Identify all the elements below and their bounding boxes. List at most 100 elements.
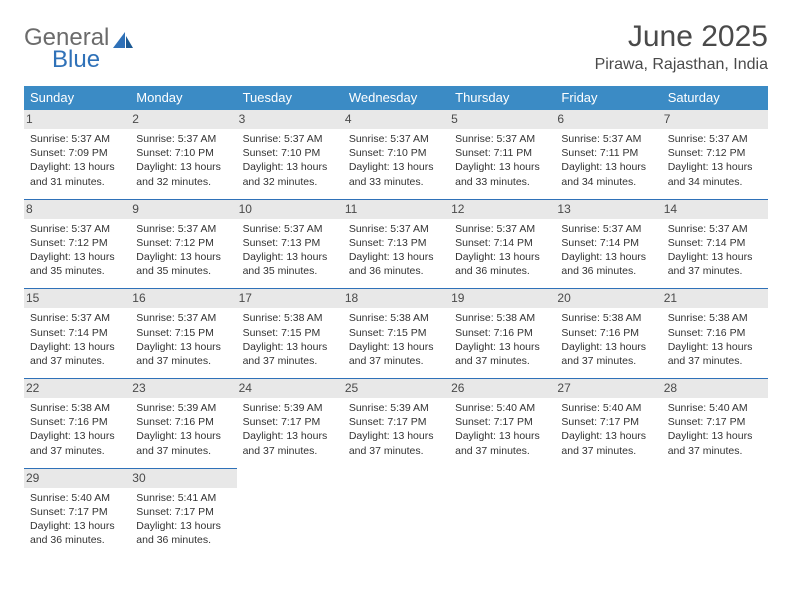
- day-info: Sunrise: 5:39 AMSunset: 7:16 PMDaylight:…: [136, 401, 230, 458]
- day-20: 20 Sunrise: 5:38 AMSunset: 7:16 PMDayligh…: [555, 289, 661, 379]
- location: Pirawa, Rajasthan, India: [595, 56, 768, 74]
- day-info: Sunrise: 5:38 AMSunset: 7:16 PMDaylight:…: [561, 311, 655, 368]
- day-2: 2 Sunrise: 5:37 AMSunset: 7:10 PMDaylight…: [130, 110, 236, 199]
- day-info: Sunrise: 5:39 AMSunset: 7:17 PMDaylight:…: [243, 401, 337, 458]
- dow-tuesday: Tuesday: [237, 86, 343, 110]
- day-info: Sunrise: 5:37 AMSunset: 7:14 PMDaylight:…: [561, 222, 655, 279]
- day-number: 12: [449, 200, 555, 219]
- day-info: Sunrise: 5:37 AMSunset: 7:14 PMDaylight:…: [30, 311, 124, 368]
- day-4: 4 Sunrise: 5:37 AMSunset: 7:10 PMDaylight…: [343, 110, 449, 199]
- title-block: June 2025 Pirawa, Rajasthan, India: [595, 20, 768, 82]
- day-info: Sunrise: 5:38 AMSunset: 7:16 PMDaylight:…: [30, 401, 124, 458]
- day-info: Sunrise: 5:37 AMSunset: 7:12 PMDaylight:…: [668, 132, 762, 189]
- day-17: 17Sunrise: 5:38 AMSunset: 7:15 PMDayligh…: [237, 289, 343, 379]
- day-28: 28 Sunrise: 5:40 AMSunset: 7:17 PMDayligh…: [662, 379, 768, 469]
- day-number: 30: [130, 469, 236, 488]
- day-number: 3: [237, 110, 343, 129]
- day-info: Sunrise: 5:37 AMSunset: 7:15 PMDaylight:…: [136, 311, 230, 368]
- day-info: Sunrise: 5:37 AMSunset: 7:11 PMDaylight:…: [561, 132, 655, 189]
- day-25: 25 Sunrise: 5:39 AMSunset: 7:17 PMDayligh…: [343, 379, 449, 469]
- day-29: 29 Sunrise: 5:40 AMSunset: 7:17 PMDayligh…: [24, 468, 130, 557]
- empty-cell: [449, 468, 555, 557]
- day-info: Sunrise: 5:37 AMSunset: 7:12 PMDaylight:…: [30, 222, 124, 279]
- day-number: 24: [237, 379, 343, 398]
- header: GeneralBlue June 2025 Pirawa, Rajasthan,…: [24, 20, 768, 82]
- logo-text-blue: Blue: [52, 48, 135, 72]
- day-number: 7: [662, 110, 768, 129]
- day-16: 16 Sunrise: 5:37 AMSunset: 7:15 PMDayligh…: [130, 289, 236, 379]
- day-11: 11 Sunrise: 5:37 AMSunset: 7:13 PMDayligh…: [343, 199, 449, 289]
- day-number: 2: [130, 110, 236, 129]
- day-number: 21: [662, 289, 768, 308]
- day-info: Sunrise: 5:38 AMSunset: 7:15 PMDaylight:…: [349, 311, 443, 368]
- day-number: 13: [555, 200, 661, 219]
- day-info: Sunrise: 5:40 AMSunset: 7:17 PMDaylight:…: [455, 401, 549, 458]
- dow-row: SundayMondayTuesdayWednesdayThursdayFrid…: [24, 86, 768, 110]
- day-info: Sunrise: 5:37 AMSunset: 7:09 PMDaylight:…: [30, 132, 124, 189]
- day-info: Sunrise: 5:39 AMSunset: 7:17 PMDaylight:…: [349, 401, 443, 458]
- empty-cell: [343, 468, 449, 557]
- week-row: 15 Sunrise: 5:37 AMSunset: 7:14 PMDayligh…: [24, 289, 768, 379]
- day-1: 1 Sunrise: 5:37 AMSunset: 7:09 PMDaylight…: [24, 110, 130, 199]
- empty-cell: [555, 468, 661, 557]
- day-number: 19: [449, 289, 555, 308]
- day-number: 14: [662, 200, 768, 219]
- day-number: 22: [24, 379, 130, 398]
- day-info: Sunrise: 5:37 AMSunset: 7:13 PMDaylight:…: [243, 222, 337, 279]
- day-9: 9Sunrise: 5:37 AMSunset: 7:12 PMDaylight…: [130, 199, 236, 289]
- day-3: 3Sunrise: 5:37 AMSunset: 7:10 PMDaylight…: [237, 110, 343, 199]
- day-15: 15 Sunrise: 5:37 AMSunset: 7:14 PMDayligh…: [24, 289, 130, 379]
- day-22: 22 Sunrise: 5:38 AMSunset: 7:16 PMDayligh…: [24, 379, 130, 469]
- day-info: Sunrise: 5:38 AMSunset: 7:16 PMDaylight:…: [668, 311, 762, 368]
- day-number: 27: [555, 379, 661, 398]
- day-info: Sunrise: 5:40 AMSunset: 7:17 PMDaylight:…: [668, 401, 762, 458]
- day-number: 11: [343, 200, 449, 219]
- empty-cell: [237, 468, 343, 557]
- day-number: 20: [555, 289, 661, 308]
- day-10: 10 Sunrise: 5:37 AMSunset: 7:13 PMDayligh…: [237, 199, 343, 289]
- day-number: 28: [662, 379, 768, 398]
- day-19: 19 Sunrise: 5:38 AMSunset: 7:16 PMDayligh…: [449, 289, 555, 379]
- month-title: June 2025: [595, 20, 768, 54]
- day-info: Sunrise: 5:37 AMSunset: 7:10 PMDaylight:…: [136, 132, 230, 189]
- day-info: Sunrise: 5:37 AMSunset: 7:12 PMDaylight:…: [136, 222, 230, 279]
- dow-wednesday: Wednesday: [343, 86, 449, 110]
- day-info: Sunrise: 5:37 AMSunset: 7:14 PMDaylight:…: [668, 222, 762, 279]
- day-7: 7 Sunrise: 5:37 AMSunset: 7:12 PMDaylight…: [662, 110, 768, 199]
- day-info: Sunrise: 5:38 AMSunset: 7:16 PMDaylight:…: [455, 311, 549, 368]
- day-number: 25: [343, 379, 449, 398]
- day-number: 17: [237, 289, 343, 308]
- calendar-table: SundayMondayTuesdayWednesdayThursdayFrid…: [24, 86, 768, 557]
- dow-friday: Friday: [555, 86, 661, 110]
- day-number: 5: [449, 110, 555, 129]
- empty-cell: [662, 468, 768, 557]
- day-number: 26: [449, 379, 555, 398]
- day-info: Sunrise: 5:37 AMSunset: 7:13 PMDaylight:…: [349, 222, 443, 279]
- day-number: 8: [24, 200, 130, 219]
- day-number: 15: [24, 289, 130, 308]
- day-number: 6: [555, 110, 661, 129]
- day-8: 8 Sunrise: 5:37 AMSunset: 7:12 PMDaylight…: [24, 199, 130, 289]
- day-12: 12Sunrise: 5:37 AMSunset: 7:14 PMDayligh…: [449, 199, 555, 289]
- day-21: 21 Sunrise: 5:38 AMSunset: 7:16 PMDayligh…: [662, 289, 768, 379]
- day-info: Sunrise: 5:37 AMSunset: 7:10 PMDaylight:…: [349, 132, 443, 189]
- day-info: Sunrise: 5:40 AMSunset: 7:17 PMDaylight:…: [561, 401, 655, 458]
- day-info: Sunrise: 5:41 AMSunset: 7:17 PMDaylight:…: [136, 491, 230, 548]
- sail-icon: [111, 30, 135, 50]
- week-row: 8 Sunrise: 5:37 AMSunset: 7:12 PMDaylight…: [24, 199, 768, 289]
- day-info: Sunrise: 5:37 AMSunset: 7:11 PMDaylight:…: [455, 132, 549, 189]
- day-number: 16: [130, 289, 236, 308]
- day-27: 27 Sunrise: 5:40 AMSunset: 7:17 PMDayligh…: [555, 379, 661, 469]
- day-13: 13 Sunrise: 5:37 AMSunset: 7:14 PMDayligh…: [555, 199, 661, 289]
- day-info: Sunrise: 5:40 AMSunset: 7:17 PMDaylight:…: [30, 491, 124, 548]
- day-30: 30 Sunrise: 5:41 AMSunset: 7:17 PMDayligh…: [130, 468, 236, 557]
- day-14: 14 Sunrise: 5:37 AMSunset: 7:14 PMDayligh…: [662, 199, 768, 289]
- week-row: 22 Sunrise: 5:38 AMSunset: 7:16 PMDayligh…: [24, 379, 768, 469]
- dow-thursday: Thursday: [449, 86, 555, 110]
- day-number: 1: [24, 110, 130, 129]
- day-number: 10: [237, 200, 343, 219]
- day-26: 26 Sunrise: 5:40 AMSunset: 7:17 PMDayligh…: [449, 379, 555, 469]
- day-number: 29: [24, 469, 130, 488]
- logo: GeneralBlue: [24, 20, 135, 72]
- day-number: 4: [343, 110, 449, 129]
